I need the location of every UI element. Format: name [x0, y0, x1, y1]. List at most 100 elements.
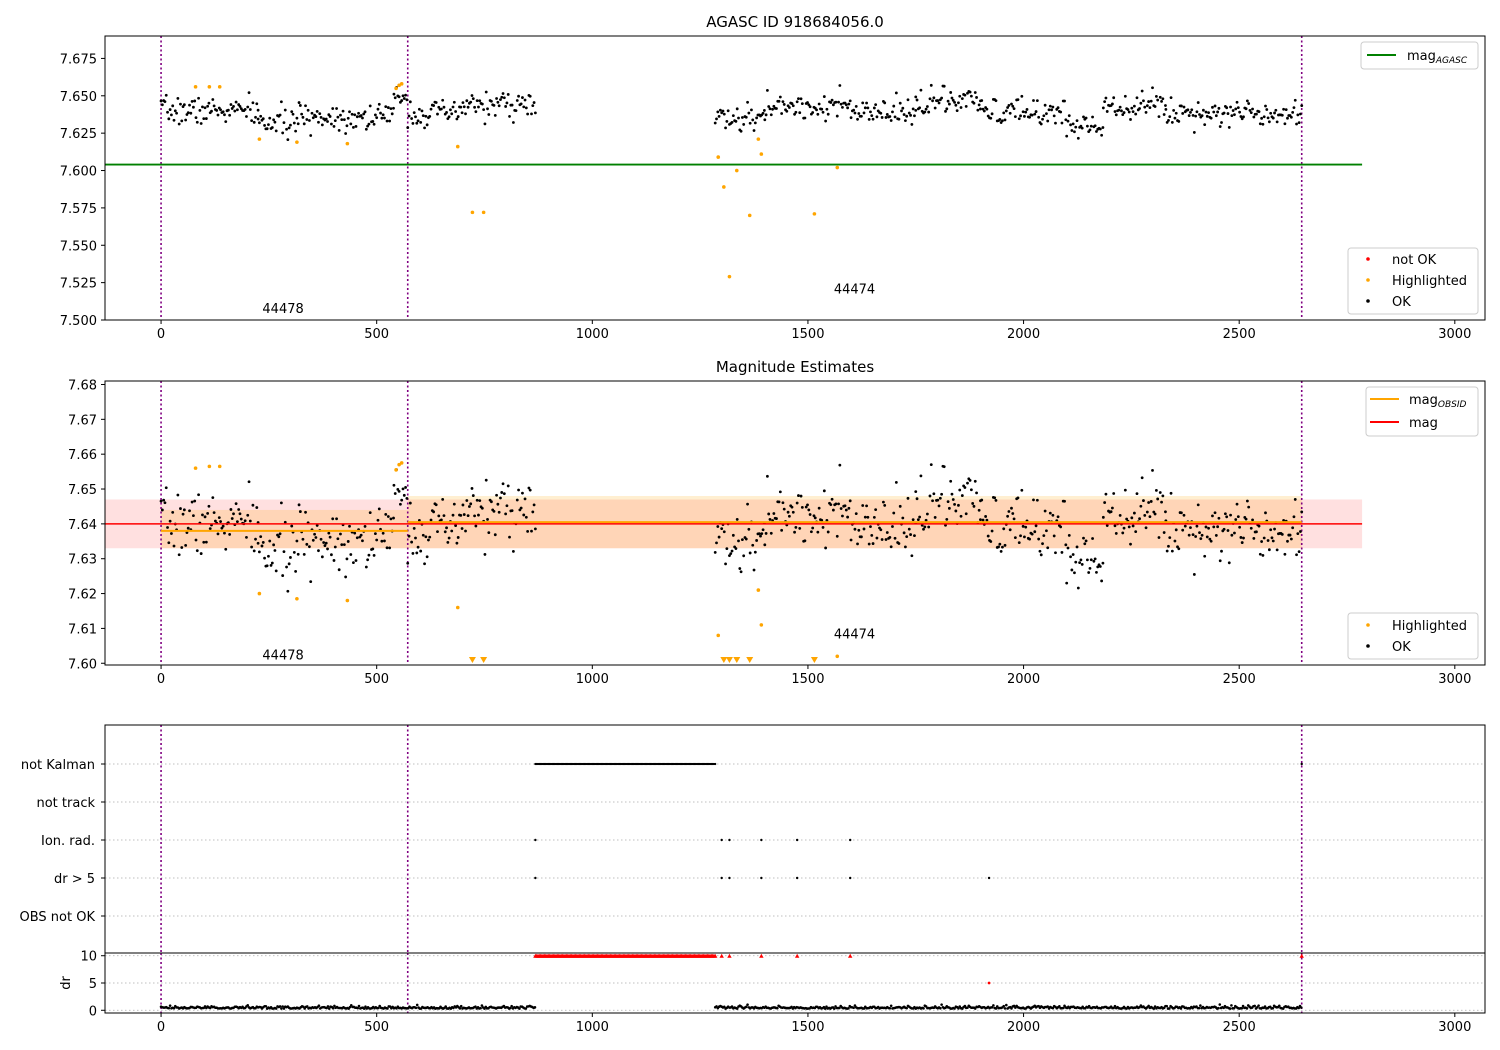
- agasc-ok-point: [177, 122, 181, 126]
- agasc-ok-point: [957, 101, 960, 105]
- estimates-ok-point: [954, 509, 958, 513]
- estimates-ok-point: [361, 539, 364, 543]
- estimates-ok-point: [1007, 510, 1011, 513]
- estimates-ok-point: [437, 514, 441, 518]
- agasc-ok-point: [414, 115, 417, 119]
- estimates-ok-point: [348, 524, 351, 528]
- agasc-ok-point: [950, 96, 954, 100]
- estimates-ok-point: [1275, 548, 1279, 552]
- agasc-ok-point: [515, 99, 519, 102]
- flag-point: [728, 838, 731, 842]
- agasc-ok-point: [389, 107, 393, 110]
- estimates-ok-point: [883, 504, 887, 507]
- estimates-ok-point: [1037, 537, 1041, 541]
- agasc-ok-point: [388, 119, 392, 123]
- agasc-ok-point: [1231, 109, 1235, 112]
- estimates-x-tick-label: 0: [157, 672, 165, 687]
- agasc-ok-point: [406, 126, 410, 130]
- estimates-ok-point: [1242, 536, 1245, 540]
- dr-ok-point: [1179, 1007, 1183, 1010]
- estimates-ok-point: [1165, 549, 1169, 553]
- estimates-ok-point: [344, 575, 348, 579]
- estimates-ok-point: [216, 532, 220, 536]
- agasc-ok-point: [880, 116, 884, 119]
- estimates-ok-point: [439, 518, 443, 522]
- agasc-ok-point: [235, 108, 239, 112]
- agasc-ok-point: [923, 110, 927, 114]
- agasc-ok-point: [215, 109, 219, 112]
- dr-ok-point: [1058, 1005, 1061, 1008]
- estimates-ok-point: [1093, 557, 1097, 561]
- agasc-ok-point: [1216, 110, 1220, 114]
- estimates-ok-point: [1192, 573, 1196, 576]
- flag-point: [760, 876, 763, 880]
- agasc-ok-point: [856, 117, 859, 121]
- estimates-ok-point: [1001, 545, 1004, 549]
- agasc-ok-point: [822, 95, 826, 98]
- agasc-ok-point: [511, 121, 515, 124]
- estimates-ok-point: [167, 541, 171, 545]
- dr-ok-point: [853, 1004, 857, 1007]
- estimates-ok-point: [407, 534, 411, 538]
- agasc-ok-point: [1095, 130, 1098, 133]
- agasc-ok-point: [190, 99, 194, 103]
- estimates-ok-point: [159, 499, 163, 503]
- agasc-ok-point: [216, 113, 220, 117]
- agasc-ok-point: [175, 111, 178, 115]
- agasc-ok-point: [1093, 124, 1097, 128]
- agasc-ok-point: [1074, 125, 1078, 129]
- agasc-y-tick-label: 7.525: [60, 277, 97, 292]
- agasc-ok-point: [372, 122, 376, 126]
- estimates-ok-point: [1038, 549, 1042, 553]
- agasc-highlighted-point: [835, 165, 840, 170]
- dr-ok-point: [264, 1004, 268, 1008]
- agasc-ok-point: [279, 100, 283, 104]
- agasc-ok-point: [506, 93, 510, 96]
- estimates-ok-point: [1174, 528, 1178, 532]
- estimates-ok-point: [256, 541, 260, 545]
- agasc-ok-point: [1217, 106, 1221, 110]
- dr-ok-point: [1010, 1007, 1013, 1010]
- estimates-ok-point: [185, 531, 189, 534]
- agasc-ok-point: [247, 91, 251, 95]
- agasc-ok-point: [194, 116, 198, 120]
- agasc-ok-point: [799, 97, 803, 101]
- agasc-ok-point: [751, 118, 755, 122]
- agasc-ok-point: [317, 120, 320, 124]
- agasc-ok-point: [820, 107, 824, 111]
- agasc-ok-point: [763, 118, 767, 122]
- estimates-ok-point: [870, 533, 874, 537]
- estimates-ok-point: [1023, 535, 1026, 539]
- estimates-ok-point: [1148, 515, 1152, 519]
- estimates-x-tick-label: 3000: [1438, 672, 1471, 687]
- flag-point: [1300, 762, 1303, 766]
- flag-point: [795, 838, 799, 842]
- estimates-ok-point: [906, 496, 910, 500]
- agasc-x-tick-label: 1500: [791, 327, 824, 342]
- estimates-ok-point: [1204, 525, 1208, 529]
- agasc-ok-point: [1151, 86, 1154, 90]
- estimates-ok-point: [279, 501, 283, 505]
- estimates-y-tick-label: 7.67: [68, 413, 97, 428]
- agasc-ok-point: [891, 110, 894, 114]
- estimates-ok-point: [367, 553, 371, 557]
- estimates-ok-point: [402, 493, 406, 497]
- agasc-ok-point: [803, 116, 807, 120]
- estimates-ok-point: [1066, 546, 1070, 550]
- estimates-ok-point: [937, 504, 941, 508]
- estimates-ok-point: [1127, 525, 1131, 529]
- estimates-ok-point: [949, 479, 953, 483]
- estimates-ok-point: [772, 512, 776, 515]
- estimates-ok-point: [831, 508, 835, 512]
- estimates-ok-point: [972, 504, 976, 508]
- estimates-ok-point: [725, 547, 729, 551]
- agasc-highlighted-point: [747, 213, 752, 218]
- estimates-ok-point: [1021, 524, 1025, 528]
- estimates-ok-point: [505, 504, 509, 508]
- estimates-ok-point: [1112, 492, 1116, 495]
- agasc-ok-point: [278, 113, 282, 117]
- agasc-ok-point: [1034, 110, 1038, 113]
- agasc-ok-point: [1196, 101, 1200, 104]
- agasc-y-tick-label: 7.575: [60, 202, 97, 217]
- agasc-ok-point: [911, 107, 915, 111]
